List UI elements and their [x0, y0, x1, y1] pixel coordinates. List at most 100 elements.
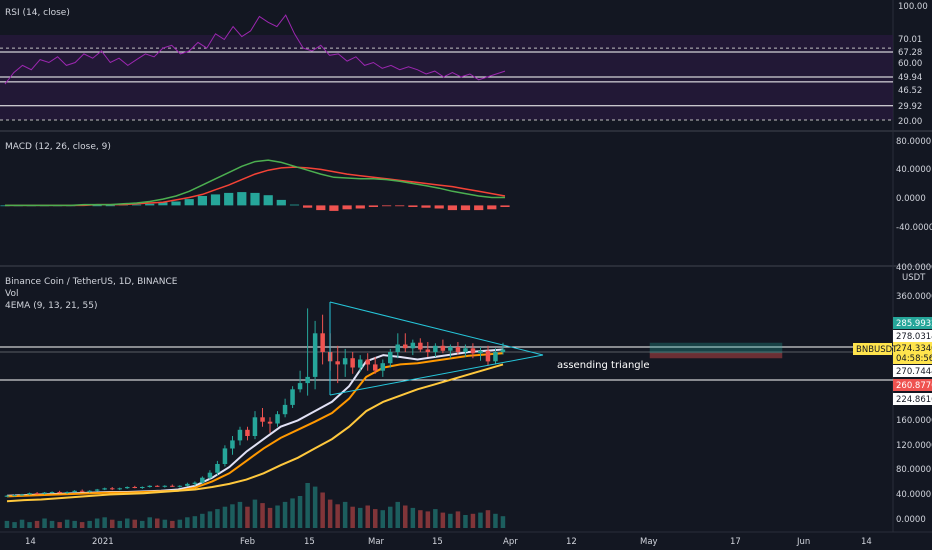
candle-body [132, 487, 137, 488]
candle-body [342, 358, 348, 365]
main-pane[interactable]: assending triangle Binance Coin / Tether… [0, 277, 893, 528]
macd-hist-bar [421, 205, 431, 208]
candle-body [320, 333, 325, 352]
candle-body [275, 414, 280, 424]
volume-bar [320, 492, 325, 528]
macd-hist-bar [447, 205, 457, 211]
rsi-title[interactable]: RSI (14, close) [5, 8, 70, 18]
macd-pane[interactable]: MACD (12, 26, close, 9) [0, 142, 510, 211]
candle-body [12, 495, 17, 497]
volume-bar [433, 509, 438, 528]
volume-bar [200, 513, 205, 528]
macd-hist-bar [474, 205, 484, 211]
volume-bar [34, 520, 40, 528]
triangle-drawing[interactable] [329, 301, 544, 396]
candle-body [365, 359, 370, 365]
projection-upper-box[interactable] [649, 342, 783, 354]
candle-body [463, 348, 468, 352]
candle-body [433, 345, 438, 352]
macd-title[interactable]: MACD (12, 26, close, 9) [5, 142, 111, 152]
price-label-high-bg [893, 317, 932, 329]
symbol-tag: BNBUSDT [856, 345, 898, 355]
candle-body [222, 448, 228, 464]
price-tick-360: 360.0000 [896, 292, 932, 302]
candle-body [177, 485, 183, 487]
candle-body [230, 440, 235, 449]
macd-hist-bar [303, 205, 313, 208]
candle-body [192, 482, 198, 484]
volume-bar [290, 498, 295, 528]
rsi-level-70: 70.01 [898, 35, 922, 45]
macd-hist-bar [395, 205, 405, 207]
price-label-278: 278.0314 [896, 332, 932, 342]
price-axis[interactable]: 100.00 60.00 20.00 70.01 67.28 49.94 46.… [853, 2, 932, 525]
volume-bar [94, 518, 100, 528]
macd-hist-bar [171, 201, 181, 206]
macd-hist-bar [460, 205, 471, 211]
candle-body [252, 417, 258, 436]
volume-bar [4, 520, 10, 528]
candle-body [260, 417, 265, 422]
x-tick-may: May [640, 537, 658, 547]
projection-box[interactable] [649, 342, 783, 359]
volume-bar [312, 486, 318, 528]
pattern-annotation[interactable]: assending triangle [557, 360, 650, 371]
macd-hist-bar [158, 202, 168, 206]
candle-body [27, 493, 32, 495]
candle-body [155, 485, 160, 487]
triangle-lower-line[interactable] [329, 354, 544, 396]
rsi-pane[interactable]: RSI (14, close) [0, 8, 893, 121]
candle-body [147, 485, 152, 487]
candle-body [34, 493, 40, 495]
price-label-260-bg [893, 379, 932, 391]
candle-body [312, 333, 318, 377]
x-tick-jun: Jun [796, 537, 810, 547]
volume-bar [87, 520, 92, 528]
candle-body [87, 490, 92, 492]
volume-bar [403, 505, 408, 528]
candle-body [117, 488, 122, 490]
price-label-224-bg [893, 393, 932, 405]
price-tick-160: 160.0000 [896, 416, 932, 426]
candle-body [245, 429, 250, 436]
volume-bar [155, 518, 160, 528]
candle-body [282, 404, 288, 415]
rsi-level-49: 49.94 [898, 73, 922, 83]
volume-bar [102, 517, 107, 528]
volume-bar [350, 506, 355, 528]
projection-lower-box[interactable] [649, 352, 783, 359]
volume-bar [478, 512, 483, 528]
candle-body [380, 363, 385, 371]
macd-hist-bar [368, 205, 378, 207]
volume-bar [12, 522, 17, 528]
volume-bar [19, 519, 25, 528]
macd-hist-bar [434, 205, 444, 209]
candle-body [455, 347, 461, 352]
current-price-bg [893, 342, 932, 364]
triangle-upper-line[interactable] [329, 301, 544, 356]
macd-tick-neg40: -40.0000 [896, 223, 932, 233]
volume-bar [162, 519, 168, 528]
volume-bar [125, 518, 130, 528]
candle-body [110, 488, 115, 490]
candle-body [49, 492, 55, 493]
volume-bar [230, 504, 235, 528]
candle-body [500, 349, 506, 352]
rsi-level-29: 29.92 [898, 102, 922, 112]
candle-body [64, 492, 70, 493]
candle-body [478, 350, 483, 354]
candle-body [305, 376, 310, 384]
time-axis[interactable]: 14 2021 Feb 15 Mar 15 Apr 12 May 17 Jun … [25, 537, 872, 547]
macd-line [5, 159, 505, 207]
vol-label[interactable]: Vol [5, 289, 18, 299]
x-tick-15a: 15 [304, 537, 315, 547]
volume-bar [57, 522, 62, 528]
macd-hist-bar [355, 205, 365, 209]
rsi-tick-100: 100.00 [898, 2, 928, 12]
candle-body [358, 359, 363, 368]
ema-label[interactable]: 4EMA (9, 13, 21, 55) [5, 301, 97, 311]
macd-hist-bar [145, 203, 155, 206]
volume-bar [485, 510, 491, 528]
main-title[interactable]: Binance Coin / TetherUS, 1D, BINANCE [5, 277, 178, 287]
macd-hist-bar [250, 192, 260, 206]
